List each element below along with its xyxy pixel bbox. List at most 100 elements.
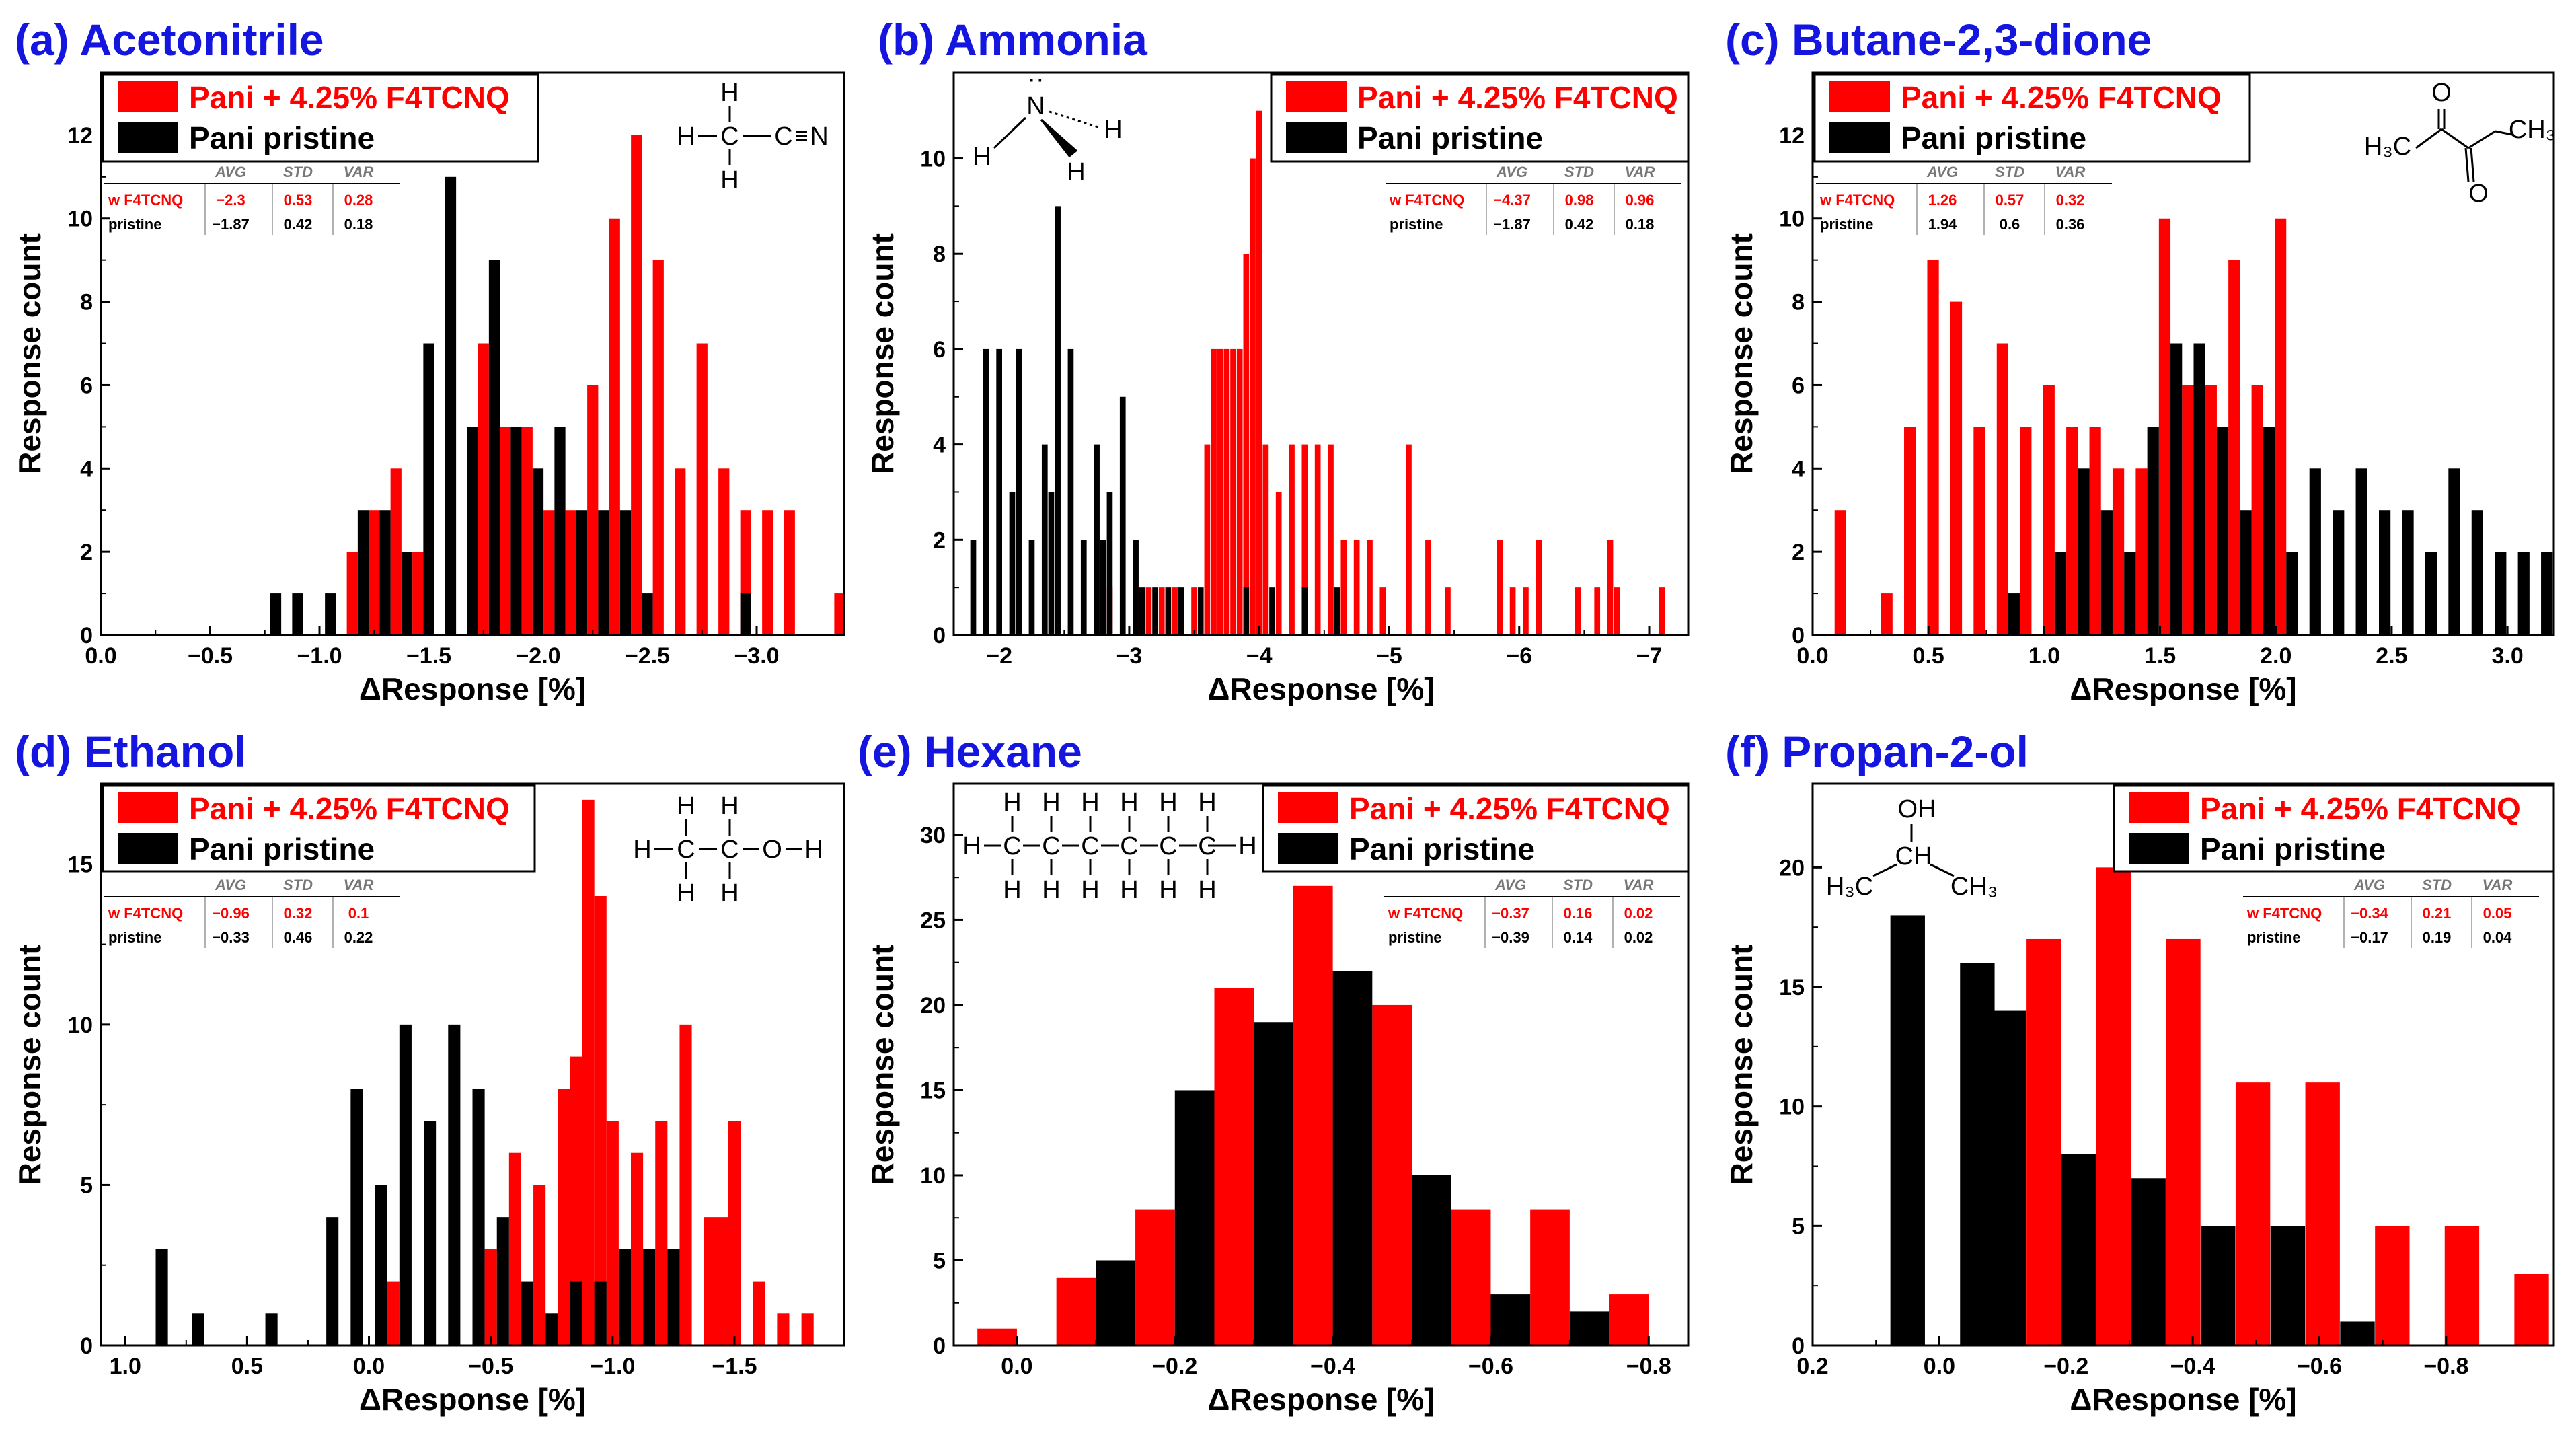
y-tick-label: 6	[933, 337, 946, 363]
bar-f4tcnq	[762, 510, 773, 635]
stats-std: 0.14	[1564, 929, 1593, 946]
bar-f4tcnq	[1881, 593, 1893, 635]
stats-row-label: pristine	[2247, 929, 2300, 946]
bar-f4tcnq	[1056, 1277, 1096, 1345]
x-axis-title: ΔResponse [%]	[359, 1382, 586, 1417]
y-tick-label: 15	[1779, 975, 1805, 1000]
chart-panel-3: (c) Butane-2,3-dione 0 2 4 6 8 10 12 0.0 0.5 1.0 1.…	[1724, 15, 2556, 706]
bar-f4tcnq	[543, 510, 555, 635]
y-tick-label: 10	[67, 207, 93, 232]
stats-table: AVG STD VAR w F4TCNQ −4.37 0.98 0.96 pristine −1…	[1386, 163, 1681, 235]
bar-f4tcnq	[1609, 1294, 1649, 1345]
bar-pristine	[424, 1121, 437, 1345]
bar-pristine	[1992, 1010, 2026, 1345]
y-tick-label: 20	[1779, 855, 1805, 881]
plot-frame	[1811, 71, 2555, 636]
bar-pristine	[1106, 492, 1113, 635]
bar-pristine	[1569, 1311, 1609, 1345]
bar-f4tcnq	[565, 510, 576, 635]
bar-f4tcnq	[1996, 343, 2008, 635]
bar-f4tcnq	[716, 1217, 728, 1345]
atom-label: H	[1003, 788, 1021, 817]
stats-header: VAR	[2483, 877, 2513, 893]
bar-f4tcnq	[2514, 1274, 2549, 1345]
stats-avg: −0.96	[212, 905, 250, 922]
bond	[2495, 130, 2513, 136]
bar-pristine	[1016, 348, 1022, 635]
y-tick-label: 4	[1792, 456, 1805, 482]
stats-std: 0.32	[284, 905, 313, 922]
bar-pristine	[375, 1185, 387, 1345]
y-tick-label: 0	[933, 1333, 946, 1359]
y-tick-label: 2	[933, 527, 946, 553]
legend-label-pristine: Pani pristine	[1357, 120, 1543, 155]
stats-var: 0.96	[1626, 192, 1655, 209]
atom-label: H	[1159, 788, 1177, 817]
y-tick-label: 10	[67, 1012, 93, 1038]
bar-f4tcnq	[570, 1056, 582, 1345]
panel-title: (c) Butane-2,3-dione	[1725, 15, 2152, 65]
atom-label: H	[1198, 788, 1216, 817]
y-axis-title: Response count	[12, 945, 47, 1185]
bar-f4tcnq	[1256, 110, 1262, 635]
legend: Pani + 4.25% F4TCNQ Pani pristine	[1813, 73, 2251, 163]
atom-label: H₃C	[1826, 873, 1873, 901]
bar-pristine	[2355, 468, 2367, 635]
bar-pristine	[2378, 510, 2391, 635]
bar-pristine	[618, 1249, 631, 1345]
bar-pristine	[1096, 1260, 1136, 1345]
bar-f4tcnq	[1904, 427, 1916, 635]
bar-f4tcnq	[1275, 492, 1282, 635]
bar-pristine	[2286, 552, 2298, 635]
legend: Pani + 4.25% F4TCNQ Pani pristine	[102, 784, 536, 873]
legend-label-pristine: Pani pristine	[1349, 832, 1535, 866]
bar-pristine	[325, 593, 336, 635]
bond	[1040, 118, 1078, 158]
stats-std: 0.53	[284, 192, 313, 209]
stats-var: 0.22	[344, 929, 373, 946]
bar-pristine	[2124, 552, 2136, 635]
bar-f4tcnq	[1536, 540, 1542, 635]
atom-label: C	[1042, 832, 1060, 860]
bar-pristine	[1301, 587, 1308, 635]
bar-pristine	[2333, 510, 2345, 635]
y-tick-label: 8	[1792, 290, 1805, 316]
x-tick-label: 0.0	[1001, 1354, 1032, 1379]
legend-label-pristine: Pani pristine	[189, 832, 375, 866]
panel-title: (f) Propan-2-ol	[1725, 727, 2029, 776]
stats-row-label: w F4TCNQ	[1819, 192, 1895, 209]
bar-f4tcnq	[2066, 427, 2078, 635]
x-tick-label: −0.4	[1310, 1354, 1355, 1379]
bar-pristine	[2170, 343, 2183, 635]
bar-pristine	[265, 1313, 278, 1345]
bar-pristine	[1197, 587, 1204, 635]
bar-f4tcnq	[2375, 1226, 2410, 1345]
bar-f4tcnq	[675, 468, 686, 635]
y-tick-label: 5	[933, 1248, 946, 1274]
bar-f4tcnq	[1230, 348, 1236, 635]
x-tick-label: −2	[986, 643, 1012, 669]
panel-title: (a) Acetonitrile	[15, 15, 324, 65]
bar-pristine	[1055, 206, 1061, 635]
legend-swatch-black	[1286, 122, 1347, 153]
y-tick-label: 15	[920, 1078, 946, 1103]
stats-header: VAR	[344, 163, 374, 180]
bar-f4tcnq	[2043, 385, 2055, 635]
bar-f4tcnq	[500, 427, 511, 635]
bar-f4tcnq	[1607, 540, 1614, 635]
bar-pristine	[1139, 587, 1145, 635]
y-tick-label: 25	[920, 908, 946, 933]
stats-header: STD	[2422, 877, 2452, 893]
x-tick-label: −0.5	[188, 643, 233, 669]
legend: Pani + 4.25% F4TCNQ Pani pristine	[102, 73, 539, 163]
stats-std: 0.57	[1996, 192, 2024, 209]
atom-label: H	[677, 792, 695, 820]
y-tick-label: 6	[80, 373, 93, 398]
bar-group	[1834, 218, 2553, 636]
y-tick-label: 2	[80, 540, 93, 565]
stats-row-label: w F4TCNQ	[1388, 905, 1463, 922]
atom-label: O	[2431, 79, 2452, 107]
bar-f4tcnq	[1172, 587, 1178, 635]
